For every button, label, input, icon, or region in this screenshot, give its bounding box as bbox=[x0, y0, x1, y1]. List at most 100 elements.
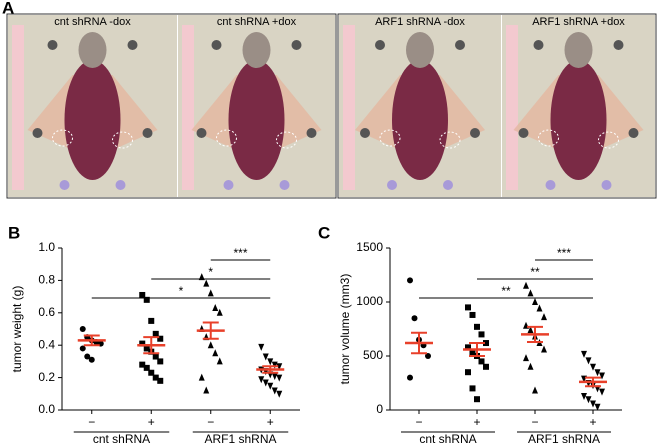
pin bbox=[306, 128, 317, 138]
point bbox=[79, 326, 86, 332]
point bbox=[157, 377, 164, 384]
point bbox=[594, 403, 601, 411]
x-tick-label: − bbox=[531, 415, 538, 429]
panel-label: C bbox=[318, 223, 330, 242]
pin bbox=[47, 40, 58, 50]
y-tick-label: 500 bbox=[363, 348, 383, 362]
ruler bbox=[506, 25, 518, 190]
tumor-outline bbox=[598, 131, 619, 149]
point bbox=[465, 304, 471, 311]
y-tick-label: 0.0 bbox=[38, 402, 55, 416]
point bbox=[203, 386, 210, 394]
y-tick-label: 0 bbox=[376, 402, 383, 416]
photo-frame bbox=[6, 13, 337, 199]
point bbox=[152, 330, 159, 337]
x-tick-label: + bbox=[267, 415, 274, 429]
paw bbox=[443, 180, 453, 190]
mouse-body bbox=[64, 60, 121, 180]
point bbox=[469, 311, 476, 318]
point bbox=[152, 353, 159, 360]
group-label: cnt shRNA bbox=[419, 432, 476, 446]
point bbox=[157, 358, 164, 365]
point bbox=[483, 340, 489, 347]
tumor-outline bbox=[379, 129, 401, 147]
photo-frame bbox=[337, 13, 657, 199]
mouse-body bbox=[550, 60, 607, 180]
paw bbox=[279, 180, 290, 190]
mouse-body bbox=[228, 60, 285, 180]
group-label: ARF1 shRNA bbox=[204, 432, 276, 446]
point bbox=[271, 372, 278, 380]
tumor-outline bbox=[538, 129, 559, 147]
point bbox=[532, 298, 538, 305]
point bbox=[143, 296, 150, 303]
pin bbox=[127, 40, 138, 50]
point bbox=[599, 388, 605, 396]
x-tick-label: + bbox=[589, 415, 596, 429]
paw bbox=[545, 180, 556, 190]
point bbox=[216, 308, 223, 316]
ruler bbox=[182, 25, 194, 190]
y-tick-label: 1.0 bbox=[38, 240, 55, 254]
x-tick-label: + bbox=[473, 415, 480, 429]
point bbox=[483, 363, 489, 370]
point bbox=[474, 323, 480, 330]
paw bbox=[387, 180, 397, 190]
photo-caption: cnt shRNA -dox bbox=[54, 16, 131, 28]
pin bbox=[196, 128, 207, 138]
point bbox=[407, 277, 413, 284]
point bbox=[585, 396, 592, 404]
point bbox=[198, 373, 205, 381]
pin bbox=[628, 128, 639, 138]
point bbox=[411, 315, 418, 322]
pin bbox=[211, 40, 222, 50]
point bbox=[267, 382, 274, 390]
point bbox=[198, 273, 205, 281]
point bbox=[425, 353, 431, 359]
point bbox=[581, 350, 587, 358]
pin bbox=[360, 128, 370, 138]
y-tick-label: 0.4 bbox=[38, 337, 55, 351]
photo-caption: cnt shRNA +dox bbox=[217, 16, 297, 28]
mouse-head bbox=[242, 32, 271, 68]
point bbox=[527, 362, 534, 370]
pin bbox=[533, 40, 544, 50]
pin bbox=[613, 40, 624, 50]
paw bbox=[223, 180, 234, 190]
point bbox=[276, 390, 283, 398]
tumor-outline bbox=[276, 131, 297, 149]
panel-label: B bbox=[8, 223, 20, 242]
pin bbox=[142, 128, 153, 138]
point bbox=[590, 363, 596, 371]
significance-label: *** bbox=[557, 246, 571, 260]
point bbox=[523, 354, 529, 362]
significance-label: ** bbox=[530, 265, 540, 279]
ruler bbox=[12, 25, 24, 190]
tumor-outline bbox=[216, 129, 237, 147]
point bbox=[143, 364, 150, 371]
point bbox=[527, 326, 534, 334]
paw bbox=[115, 180, 126, 190]
y-axis-label: tumor weight (g) bbox=[10, 286, 24, 373]
point bbox=[276, 374, 283, 382]
x-tick-label: − bbox=[88, 415, 95, 429]
point bbox=[271, 387, 278, 395]
point bbox=[258, 343, 265, 351]
point bbox=[590, 400, 596, 408]
point bbox=[88, 356, 95, 363]
point bbox=[148, 369, 155, 376]
paw bbox=[601, 180, 612, 190]
tumor-outline bbox=[439, 131, 461, 149]
point bbox=[478, 358, 485, 365]
point bbox=[594, 369, 601, 377]
mouse-head bbox=[78, 32, 107, 68]
point bbox=[216, 357, 223, 365]
pin bbox=[32, 128, 43, 138]
significance-label: ** bbox=[501, 284, 511, 298]
point bbox=[203, 279, 210, 287]
point bbox=[139, 340, 146, 347]
point bbox=[474, 396, 480, 403]
point bbox=[212, 303, 219, 311]
point bbox=[478, 331, 485, 338]
